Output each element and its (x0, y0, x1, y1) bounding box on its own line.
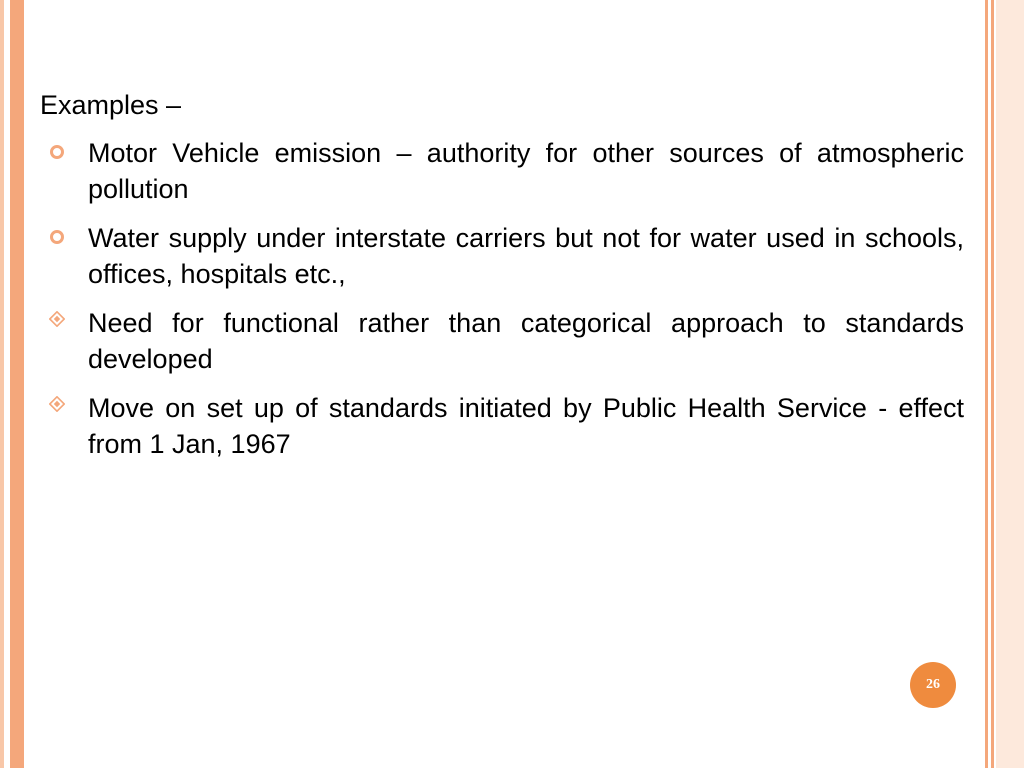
circle-bullet-icon (50, 230, 64, 244)
list-item: Water supply under interstate carriers b… (40, 220, 964, 293)
list-item-text: Need for functional rather than categori… (88, 308, 964, 374)
diamond-bullet-icon (48, 310, 66, 328)
list-item: Need for functional rather than categori… (40, 305, 964, 378)
list-item: Motor Vehicle emission – authority for o… (40, 135, 964, 208)
list-item-text: Motor Vehicle emission – authority for o… (88, 138, 964, 204)
list-item-text: Move on set up of standards initiated by… (88, 393, 964, 459)
page-number-badge: 26 (910, 662, 956, 708)
circle-bullet-icon (50, 145, 64, 159)
bullet-list: Motor Vehicle emission – authority for o… (40, 135, 964, 463)
slide-content: Examples – Motor Vehicle emission – auth… (40, 90, 964, 475)
page-number: 26 (926, 677, 940, 693)
right-border-line1 (991, 0, 994, 768)
right-border-line2 (985, 0, 988, 768)
heading-text: Examples – (40, 90, 964, 121)
slide-frame: Examples – Motor Vehicle emission – auth… (0, 0, 1024, 768)
list-item-text: Water supply under interstate carriers b… (88, 223, 964, 289)
left-border-outer (0, 0, 4, 768)
right-border-outer (996, 0, 1024, 768)
list-item: Move on set up of standards initiated by… (40, 390, 964, 463)
diamond-bullet-icon (48, 395, 66, 413)
left-border-main (10, 0, 24, 768)
